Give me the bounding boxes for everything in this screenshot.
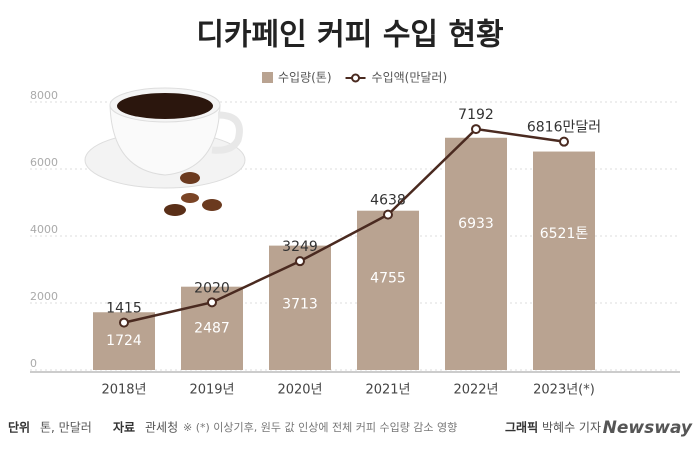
- bar: [445, 137, 507, 370]
- unit: 톤, 만달러: [40, 421, 92, 435]
- bar: [533, 151, 595, 370]
- brand: Newsway: [603, 418, 693, 438]
- x-tick-label: 2021년: [365, 383, 410, 398]
- footer: 단위 톤, 만달러 자료 관세청 ※ (*) 이상기후, 원두 값 인상에 전체…: [8, 418, 693, 438]
- bar-value-label: 3713: [282, 297, 318, 313]
- plot-area: 2018년 2019년 2020년 2021년 2022년 2023년(*) 1724 248…: [93, 107, 601, 398]
- legend: 수입량(톤) 수입액(만달러): [262, 71, 447, 85]
- x-tick-label: 2018년: [101, 383, 146, 398]
- y-tick-label: 8000: [30, 89, 58, 102]
- x-tick-label: 2019년: [189, 383, 234, 398]
- line-value-label: 2020: [194, 280, 230, 296]
- y-tick-label: 4000: [30, 223, 58, 236]
- line-value-label: 4638: [370, 193, 406, 209]
- y-tick-label: 0: [30, 357, 37, 370]
- x-tick-label: 2023년(*): [533, 383, 595, 398]
- bar-value-label: 6521톤: [540, 226, 589, 242]
- line-value-label: 6816만달러: [527, 120, 601, 136]
- bean: [164, 204, 186, 216]
- line-value-label: 3249: [282, 239, 318, 255]
- line-point: [383, 209, 393, 220]
- x-tick-label: 2022년: [453, 383, 498, 398]
- legend-swatch: [262, 72, 273, 83]
- bar: [357, 210, 419, 370]
- line-point: [559, 136, 569, 147]
- bar-value-label: 2487: [194, 320, 230, 336]
- bar: [269, 245, 331, 370]
- line-point: [119, 317, 129, 328]
- unit-label: 단위: [8, 420, 30, 435]
- line-value-label: 7192: [458, 107, 494, 123]
- coffee: [117, 93, 213, 119]
- line: [123, 127, 565, 324]
- legend-swatch: [351, 73, 361, 83]
- line-point: [471, 124, 481, 135]
- bar-value-label: 4755: [370, 271, 406, 287]
- y-tick-label: 2000: [30, 290, 58, 303]
- line-point: [207, 297, 217, 308]
- cup-handle: [211, 111, 243, 154]
- graphic-label: 그래픽: [505, 420, 538, 435]
- bar-value-label: 6933: [458, 216, 494, 232]
- bean: [181, 193, 199, 203]
- line-value-label: 1415: [106, 301, 142, 317]
- x-tick-label: 2020년: [277, 383, 322, 398]
- cup: [109, 104, 221, 176]
- legend-label: 수입량(톤): [278, 71, 332, 85]
- bean: [180, 172, 200, 184]
- chart-title: 디카페인 커피 수입 현황: [196, 18, 503, 53]
- author: 박혜수 기자: [542, 421, 601, 435]
- line-point: [295, 256, 305, 267]
- note: ※ (*) 이상기후, 원두 값 인상에 전체 커피 수입량 감소 영향: [183, 421, 457, 434]
- bean: [202, 199, 222, 211]
- bar-value-label: 1724: [106, 333, 142, 349]
- legend-label: 수입액(만달러): [372, 71, 448, 85]
- coffee-cup-illustration: [84, 87, 246, 216]
- y-tick-label: 6000: [30, 156, 58, 169]
- source: 관세청: [145, 421, 178, 435]
- source-label: 자료: [113, 420, 135, 435]
